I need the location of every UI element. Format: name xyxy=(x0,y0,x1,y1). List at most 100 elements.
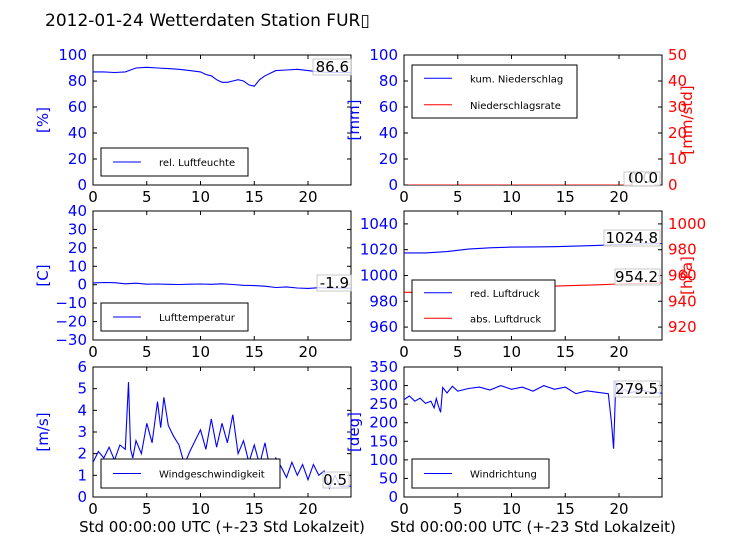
y-tick-label: 80 xyxy=(68,72,87,90)
series-line-0 xyxy=(93,281,351,289)
x-tick-label: 10 xyxy=(502,500,521,518)
y-tick-label: 1000 xyxy=(360,267,398,285)
x-axis-label: Std 00:00:00 UTC (+-23 Std Lokalzeit) xyxy=(79,518,365,536)
x-tick-label: 15 xyxy=(556,343,575,361)
y-tick-label: 100 xyxy=(369,451,398,469)
legend-label: Niederschlagsrate xyxy=(470,101,561,112)
y-axis-label: [%] xyxy=(34,107,52,133)
x-tick-label: 5 xyxy=(453,343,463,361)
series-line-0 xyxy=(93,382,351,490)
y-tick-label: 20 xyxy=(379,150,398,168)
y-tick-label: 30 xyxy=(68,220,87,238)
value-label: 279.5 xyxy=(615,380,658,398)
y-tick-label: 6 xyxy=(77,358,87,376)
y2-tick-label: 980 xyxy=(668,241,697,259)
y-tick-label: 980 xyxy=(369,292,398,310)
y2-tick-label: 30 xyxy=(668,98,687,116)
value-label-box xyxy=(614,268,661,286)
y-tick-label: 50 xyxy=(379,469,398,487)
x-tick-label: 0 xyxy=(399,188,409,206)
y-tick-label: 300 xyxy=(369,377,398,395)
y2-axis-label: [mm/std] xyxy=(678,85,696,154)
x-tick-label: 0 xyxy=(399,343,409,361)
x-tick-label: 5 xyxy=(142,343,152,361)
figure-title: 2012-01-24 Wetterdaten Station FUR▯ xyxy=(45,11,370,31)
legend-label: kum. Niederschlag xyxy=(470,74,563,85)
legend-label: rel. Luftfeuchte xyxy=(159,158,235,169)
y-tick-label: 80 xyxy=(379,72,398,90)
y-tick-label: 40 xyxy=(68,124,87,142)
x-tick-label: 5 xyxy=(453,500,463,518)
y-tick-label: 5 xyxy=(77,380,87,398)
x-tick-label: 5 xyxy=(142,188,152,206)
y-tick-label: 0 xyxy=(77,176,87,194)
x-tick-label: 10 xyxy=(191,343,210,361)
panel-pressure: 0 5 10 15 20 960 980 1000 1020 1040 920 940 960 980 10… xyxy=(360,210,706,361)
value-label: 0.0 xyxy=(634,169,658,187)
y-axis-label: [C] xyxy=(34,264,52,286)
y-tick-label: 20 xyxy=(68,150,87,168)
y2-tick-label: 960 xyxy=(668,267,697,285)
y2-tick-label: 10 xyxy=(668,150,687,168)
x-tick-label: 20 xyxy=(298,500,317,518)
y-tick-label: 0 xyxy=(77,276,87,294)
y2-tick-label: 0 xyxy=(668,176,678,194)
x-tick-label: 10 xyxy=(502,188,521,206)
x-tick-label: 10 xyxy=(502,343,521,361)
x-tick-label: 20 xyxy=(609,343,628,361)
legend-label: Lufttemperatur xyxy=(159,313,236,324)
value-label: 954.2 xyxy=(615,268,658,286)
value-label-box xyxy=(603,229,661,247)
x-tick-label: 0 xyxy=(399,500,409,518)
y2-tick-label: 920 xyxy=(668,318,697,336)
y-tick-label: 100 xyxy=(369,46,398,64)
y2-tick-label: 1000 xyxy=(668,215,706,233)
value-label: 86.6 xyxy=(316,58,349,76)
value-label: 0.5 xyxy=(323,471,347,489)
value-label-box xyxy=(613,380,661,398)
legend-label: red. Luftdruck xyxy=(470,289,540,300)
legend-label: abs. Luftdruck xyxy=(470,314,541,325)
legend-label: Windgeschwindigkeit xyxy=(159,470,265,481)
y-tick-label: 60 xyxy=(379,98,398,116)
x-tick-label: 0 xyxy=(88,188,98,206)
y-tick-label: 100 xyxy=(58,46,87,64)
x-tick-label: 5 xyxy=(142,500,152,518)
x-tick-label: 0 xyxy=(88,500,98,518)
y2-axis-label: [hPa] xyxy=(678,256,696,295)
x-tick-label: 10 xyxy=(191,500,210,518)
y-tick-label: 10 xyxy=(68,257,87,275)
value-label-box xyxy=(631,171,661,187)
legend-label: Windrichtung xyxy=(470,470,537,481)
y-tick-label: −10 xyxy=(55,294,87,312)
y2-tick-label: 40 xyxy=(668,72,687,90)
y-axis-label: [mm] xyxy=(345,100,363,141)
y2-tick-label: 940 xyxy=(668,292,697,310)
y-tick-label: 200 xyxy=(369,414,398,432)
x-tick-label: 15 xyxy=(245,500,264,518)
y-tick-label: 150 xyxy=(369,432,398,450)
x-tick-label: 15 xyxy=(556,188,575,206)
x-tick-label: 20 xyxy=(609,188,628,206)
x-tick-label: 15 xyxy=(556,500,575,518)
value-label-box xyxy=(316,274,352,292)
y-axis-label: [m/s] xyxy=(34,412,52,451)
x-tick-label: 20 xyxy=(298,343,317,361)
y-tick-label: 250 xyxy=(369,395,398,413)
y-tick-label: 4 xyxy=(77,401,87,419)
x-tick-label: 20 xyxy=(298,188,317,206)
x-tick-label: 5 xyxy=(453,188,463,206)
panel-precipitation: 0 5 10 15 20 0 20 40 60 80 100 0 10 20 30 40 50 [mm/std] [… xyxy=(345,46,696,206)
y-tick-label: 0 xyxy=(388,176,398,194)
value-label: -1.9 xyxy=(320,274,349,292)
y-tick-label: 20 xyxy=(68,239,87,257)
legend-box xyxy=(411,279,556,332)
x-tick-label: 20 xyxy=(609,500,628,518)
x-axis-label: Std 00:00:00 UTC (+-23 Std Lokalzeit) xyxy=(390,518,676,536)
y2-tick-label: 20 xyxy=(668,124,687,142)
y-tick-label: 960 xyxy=(369,318,398,336)
y2-tick-label: 50 xyxy=(668,46,687,64)
